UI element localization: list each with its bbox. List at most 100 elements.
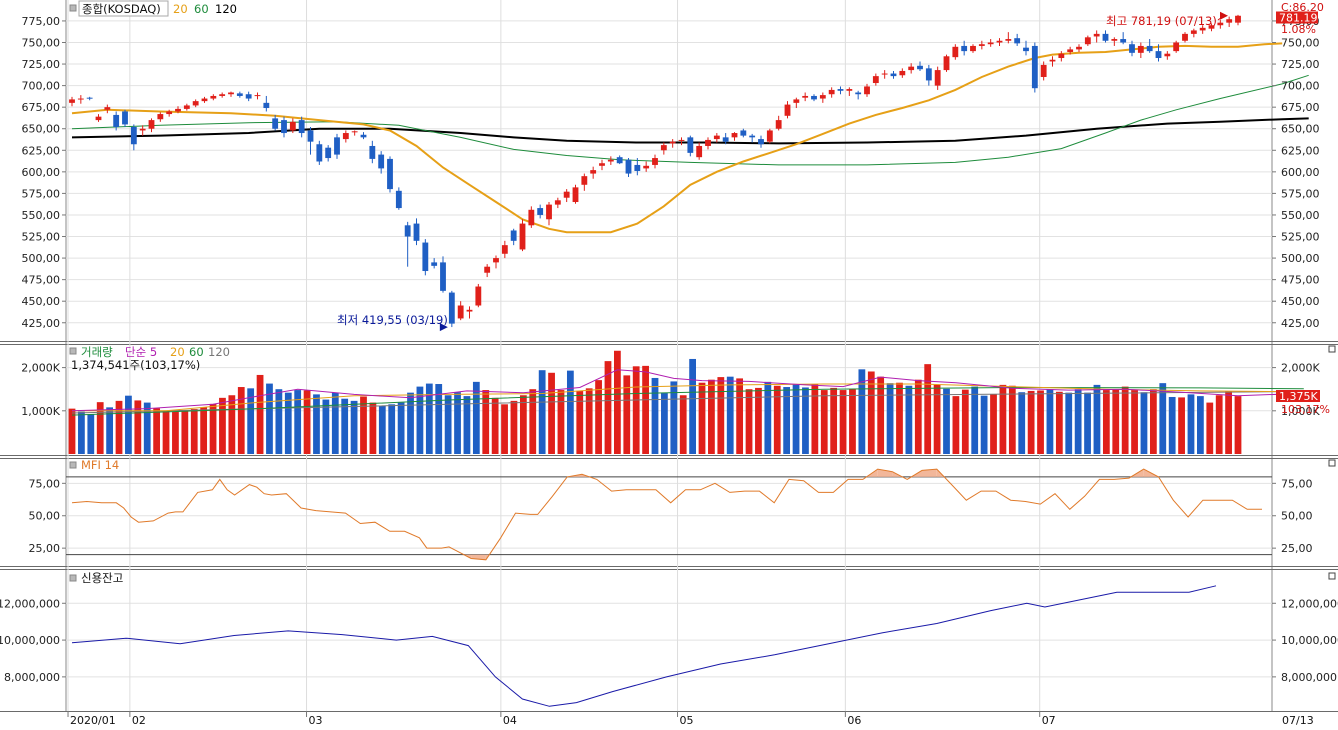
candle-body [740,130,747,136]
candle-body [590,170,597,174]
volume-bar [1074,389,1082,454]
candle-body [387,158,393,190]
candle-body [113,114,120,128]
credit-y-tick-label: 10,000,000 [1281,634,1338,647]
candle-body [466,309,473,312]
candle-body [987,42,994,45]
volume-bar [877,376,885,454]
volume-bar [313,394,320,454]
volume-bar [125,395,132,454]
candle-body [1146,45,1153,52]
candle-body [970,45,976,52]
volume-bar [1206,402,1214,454]
candle-body [828,89,835,95]
volume-bar [106,407,113,454]
volume-bar [905,385,913,454]
candle-body [713,135,720,140]
volume-bar [491,397,499,454]
candle-body [934,70,941,86]
volume-bar [642,365,649,454]
volume-bar [632,366,640,454]
volume-bar [933,384,941,454]
volume-bar [1159,383,1167,454]
volume-bar [679,395,687,454]
volume-bar [416,386,424,454]
candle-body [890,73,897,77]
volume-bar [980,395,988,454]
candle-body [1164,53,1171,57]
candle-body [1084,37,1091,45]
volume-bar [454,392,461,454]
volume-bar [566,370,574,454]
volume-bar [115,400,123,454]
panel-handle-icon[interactable] [69,347,77,355]
panel-handle-icon[interactable] [69,4,77,12]
credit-panel-header: 신용잔고 [69,571,1336,585]
volume-bar [237,387,245,454]
candle-body [758,139,764,145]
volume-bar [1102,390,1110,454]
legend-ma20: 20 [173,2,188,16]
candle-body [148,120,155,129]
volume-bar [651,377,659,454]
price-y-tick-label: 450,00 [1281,295,1320,308]
candle-body [766,130,773,142]
volume-bar [990,394,997,454]
volume-bar [886,383,894,454]
volume-bar [830,387,838,454]
candle-body [378,154,385,169]
volume-bar [510,400,518,454]
candle-body [696,145,703,158]
candle-body [731,133,738,138]
candle-body [166,111,173,115]
candle-body [1111,39,1118,41]
candle-body [316,144,323,162]
volume-bar [661,393,668,454]
candle-body [1005,39,1012,41]
candle-body [943,56,950,71]
price-y-tick-label: 750,00 [22,36,61,49]
candle-body [554,200,561,205]
candle-body [855,92,862,95]
price-y-tick-label: 650,00 [22,123,61,136]
volume-ma60-line [71,386,1304,416]
mfi-y-tick-label: 50,00 [1281,510,1313,523]
volume-bar [519,395,527,454]
volume-bar [501,404,508,454]
volume-bar [576,390,584,454]
candle-body [1040,64,1047,77]
panel-handle-icon[interactable] [69,461,77,469]
volume-bar [708,379,715,454]
volume-bar [1234,396,1242,454]
candle-body [201,98,208,102]
close-panel-icon[interactable] [1328,572,1336,580]
high-annotation: 최고 781,19 (07/13) [1106,14,1217,28]
x-tick-label: 06 [847,714,861,727]
legend-vol-ma120: 120 [208,345,230,359]
candle-body [289,121,296,131]
credit-y-tick-label: 10,000,000 [0,634,60,647]
x-tick-label: 2020/01 [70,714,116,727]
x-axis-right-date: 07/13 [1282,714,1314,727]
volume-bar [952,396,960,454]
candle-body [1155,51,1162,59]
volume-bar [482,390,490,454]
candle-body [210,95,217,99]
candle-body [660,145,667,151]
close-panel-icon[interactable] [1328,459,1336,467]
candle-body [917,65,923,70]
candle-body [616,157,623,164]
panel-handle-icon[interactable] [69,574,77,582]
close-panel-icon[interactable] [1328,345,1336,353]
x-tick-label: 02 [132,714,146,727]
candle-body [908,66,915,71]
change-percent: 1.08% [1281,23,1316,36]
volume-bar [1055,391,1063,454]
volume-bar [999,384,1007,454]
price-y-tick-label: 575,00 [22,187,61,200]
volume-ma5-line [71,369,1304,412]
candle-body [1093,33,1100,37]
x-tick-label: 03 [309,714,323,727]
price-y-tick-label: 700,00 [22,80,61,93]
